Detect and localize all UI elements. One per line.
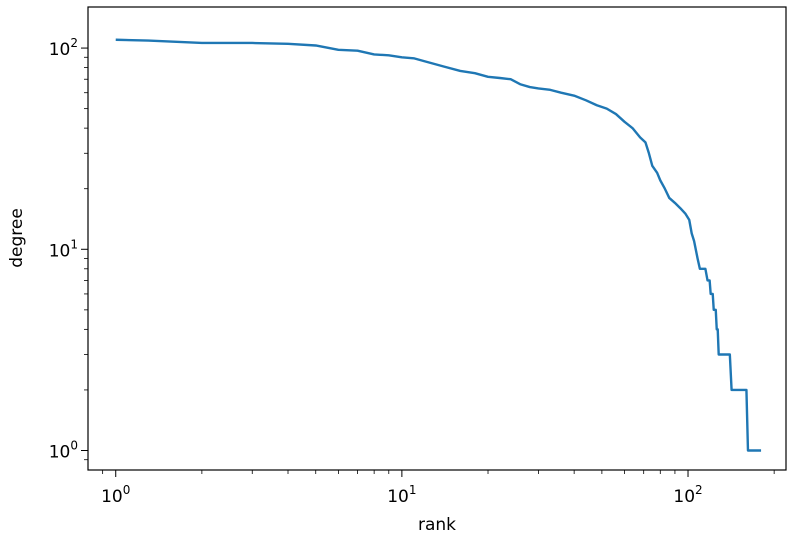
plot-frame [87,6,787,471]
minor-ticks [84,56,775,474]
x-tick-label: 102 [673,483,702,507]
series-group [115,38,762,452]
x-axis-label: rank [418,515,456,535]
y-tick-label: 101 [49,237,78,261]
x-tick-label: 100 [101,483,130,507]
series-line [115,38,762,452]
major-ticks [81,47,689,477]
tick-labels: 100 101 102 100 101 102 [49,36,703,507]
y-axis-label: degree [7,208,27,268]
y-tick-label: 102 [49,36,78,60]
x-tick-label: 101 [387,483,416,507]
y-tick-label: 100 [49,439,78,463]
